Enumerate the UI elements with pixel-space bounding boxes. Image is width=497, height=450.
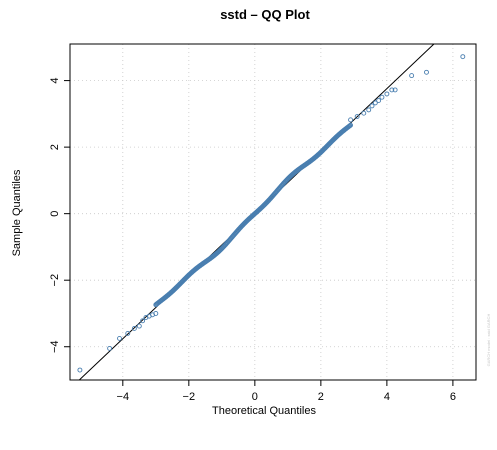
grid	[70, 44, 476, 380]
x-tick-label: 2	[318, 391, 324, 403]
x-axis-label: Theoretical Quantiles	[212, 405, 316, 417]
y-axis-label: Sample Quantiles	[11, 169, 23, 256]
qq-point	[366, 107, 372, 113]
qq-point	[379, 94, 385, 100]
qq-point	[361, 110, 367, 116]
y-axis: −4 −2 0 2 4	[49, 78, 70, 353]
qq-point	[348, 122, 354, 128]
y-tick-label: 4	[49, 78, 61, 84]
x-tick-label: −4	[117, 391, 130, 403]
y-tick-label: −4	[49, 340, 61, 353]
watermark-note: GARCH model : sstd GARCH	[486, 314, 491, 367]
y-tick-label: 0	[49, 211, 61, 217]
x-tick-label: 0	[252, 391, 258, 403]
qq-point	[460, 54, 466, 60]
qq-point	[389, 87, 395, 93]
qq-point	[424, 69, 429, 75]
qq-point	[77, 367, 83, 373]
chart-title: sstd – QQ Plot	[220, 7, 310, 22]
qq-point	[392, 87, 398, 93]
y-tick-label: 2	[49, 144, 61, 150]
qq-point	[409, 73, 415, 79]
qq-point	[348, 117, 354, 123]
qq-point	[369, 103, 375, 109]
x-axis: −4 −2 0 2 4 6	[117, 380, 456, 403]
qq-point	[372, 100, 378, 106]
qq-point	[384, 91, 390, 97]
qq-point	[107, 345, 113, 351]
qq-point	[376, 98, 382, 104]
data-points	[77, 54, 466, 373]
qq-point	[136, 323, 142, 329]
x-tick-label: 6	[450, 391, 456, 403]
qq-point	[354, 114, 360, 119]
qq-point	[117, 335, 122, 341]
qq-point	[125, 330, 131, 336]
x-tick-label: −2	[183, 391, 196, 403]
y-tick-label: −2	[49, 274, 61, 287]
qq-point	[131, 325, 137, 331]
x-tick-label: 4	[384, 391, 390, 403]
plot-frame	[69, 43, 477, 381]
qq-point	[153, 311, 159, 316]
qq-point	[140, 318, 146, 324]
